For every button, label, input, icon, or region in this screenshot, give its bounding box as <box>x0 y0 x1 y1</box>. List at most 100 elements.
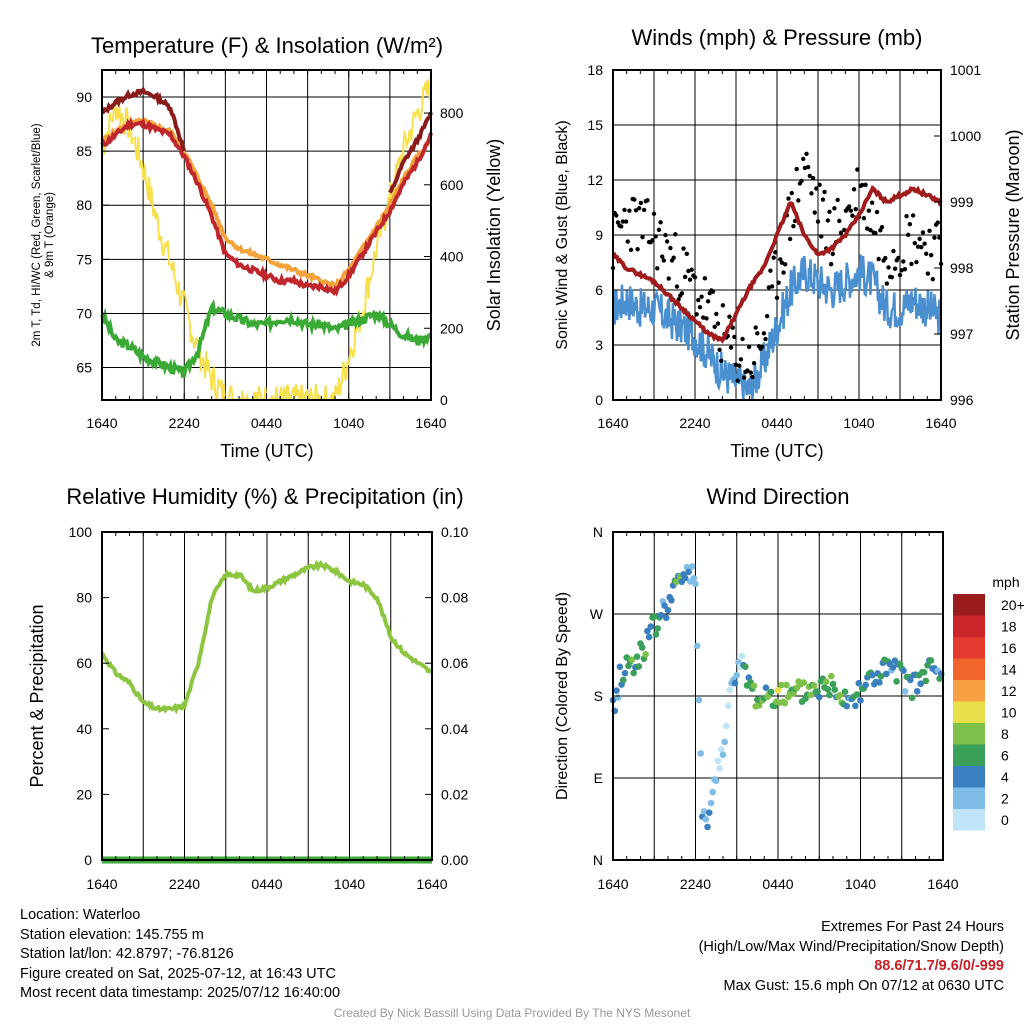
gust-point <box>755 331 760 336</box>
x-tick-label: 0440 <box>762 876 793 892</box>
legend-label: 8 <box>1001 726 1009 742</box>
y-tick-label: 100 <box>69 524 93 540</box>
y-tick-label: 90 <box>76 89 92 105</box>
wind-direction-panel-title: Wind Direction <box>706 484 849 509</box>
x-tick-label: 2240 <box>169 876 200 892</box>
direction-point <box>922 677 930 685</box>
y2-tick-label: 600 <box>440 177 464 193</box>
direction-point <box>628 656 636 663</box>
temperature-ylabel-line2: & 9m T (Orange) <box>44 192 56 278</box>
gust-point <box>807 173 812 179</box>
gust-point <box>853 206 858 212</box>
direction-point <box>645 633 653 641</box>
gust-point <box>638 200 644 206</box>
speed-legend-title: mph <box>992 574 1019 590</box>
gust-point <box>623 219 629 224</box>
extremes-values: 88.6/71.7/9.6/0/-999 <box>874 958 1004 974</box>
direction-point <box>717 746 725 753</box>
gust-point <box>810 176 816 181</box>
gust-point <box>640 234 645 240</box>
direction-point <box>616 663 624 671</box>
gust-point <box>794 166 799 172</box>
y2-tick-label: 998 <box>950 260 974 276</box>
gust-point <box>901 259 906 264</box>
gust-point <box>687 277 693 282</box>
y2-tick-label: 996 <box>950 392 974 408</box>
gust-point <box>633 208 639 213</box>
direction-point <box>852 702 859 710</box>
gust-point <box>753 325 758 330</box>
direction-point <box>630 669 637 677</box>
direction-point <box>889 664 897 671</box>
gust-point <box>674 284 680 289</box>
y2-tick-label: 0 <box>440 392 448 408</box>
gust-point <box>832 206 837 211</box>
direction-point <box>800 679 808 686</box>
legend-swatch <box>953 744 985 766</box>
direction-point <box>690 574 698 582</box>
wind-direction-data <box>609 563 945 831</box>
y-tick-label: 3 <box>595 337 603 353</box>
gust-point <box>771 255 776 260</box>
legend-swatch <box>953 594 985 616</box>
y2-tick-label: 0.04 <box>441 721 468 737</box>
gust-point <box>746 344 752 349</box>
direction-point <box>841 688 849 695</box>
y2-tick-label: 200 <box>440 320 464 336</box>
y-tick-label: 20 <box>76 786 92 802</box>
gust-point <box>846 204 852 209</box>
gust-point <box>814 186 819 191</box>
rh-ticks: 1640 2240 0440 1040 1640 0 20 40 60 80 100 0.00 0.02… <box>69 524 469 892</box>
speed-legend: 20+ 18 16 14 12 10 8 6 4 2 0 <box>953 594 1024 831</box>
y-tick-label: 40 <box>76 721 92 737</box>
gust-point <box>781 270 786 275</box>
legend-label: 14 <box>1001 662 1017 678</box>
legend-label: 0 <box>1001 812 1009 828</box>
direction-point <box>814 688 821 695</box>
direction-point <box>642 650 649 658</box>
gust-point <box>750 374 755 380</box>
gust-point <box>679 291 685 296</box>
y-tick-label: 12 <box>587 172 603 188</box>
gust-point <box>910 213 916 218</box>
legend-swatch <box>953 766 985 788</box>
gust-point <box>625 239 630 244</box>
direction-point <box>613 687 620 694</box>
gust-point <box>684 251 689 257</box>
gust-point <box>906 232 911 238</box>
gust-point <box>830 251 835 257</box>
direction-point <box>882 670 890 678</box>
gust-point <box>769 284 775 289</box>
x-tick-label: 1640 <box>86 415 117 431</box>
direction-point <box>705 809 713 817</box>
gust-point <box>622 207 627 213</box>
x-tick-label: 0440 <box>251 415 282 431</box>
direction-point <box>742 663 749 671</box>
y-tick-label: 15 <box>587 117 603 133</box>
gust-point <box>620 219 626 224</box>
gust-point <box>930 277 935 282</box>
gust-point <box>787 236 793 242</box>
direction-point <box>692 580 699 588</box>
rh-ylabel: Percent & Precipitation <box>27 604 47 787</box>
direction-point <box>688 563 696 570</box>
direction-point <box>893 678 900 685</box>
gust-point <box>837 218 842 224</box>
gust-point <box>664 239 670 244</box>
direction-point <box>774 686 782 694</box>
x-tick-label: 1640 <box>415 415 446 431</box>
direction-point <box>857 697 864 704</box>
gust-point <box>919 244 924 250</box>
extremes-box: Extremes For Past 24 Hours (High/Low/Max… <box>699 918 1004 996</box>
direction-point <box>702 816 710 823</box>
y2-tick-label: 0.00 <box>441 852 468 868</box>
direction-point <box>661 602 668 609</box>
max-gust: Max Gust: 15.6 mph On 07/12 at 0630 UTC <box>723 977 1004 994</box>
y2-tick-label: 999 <box>950 194 974 210</box>
direction-point <box>829 680 837 688</box>
gust-point <box>809 191 814 196</box>
temperature-grid <box>102 70 431 400</box>
gust-point <box>835 197 840 203</box>
gust-point <box>917 236 922 242</box>
